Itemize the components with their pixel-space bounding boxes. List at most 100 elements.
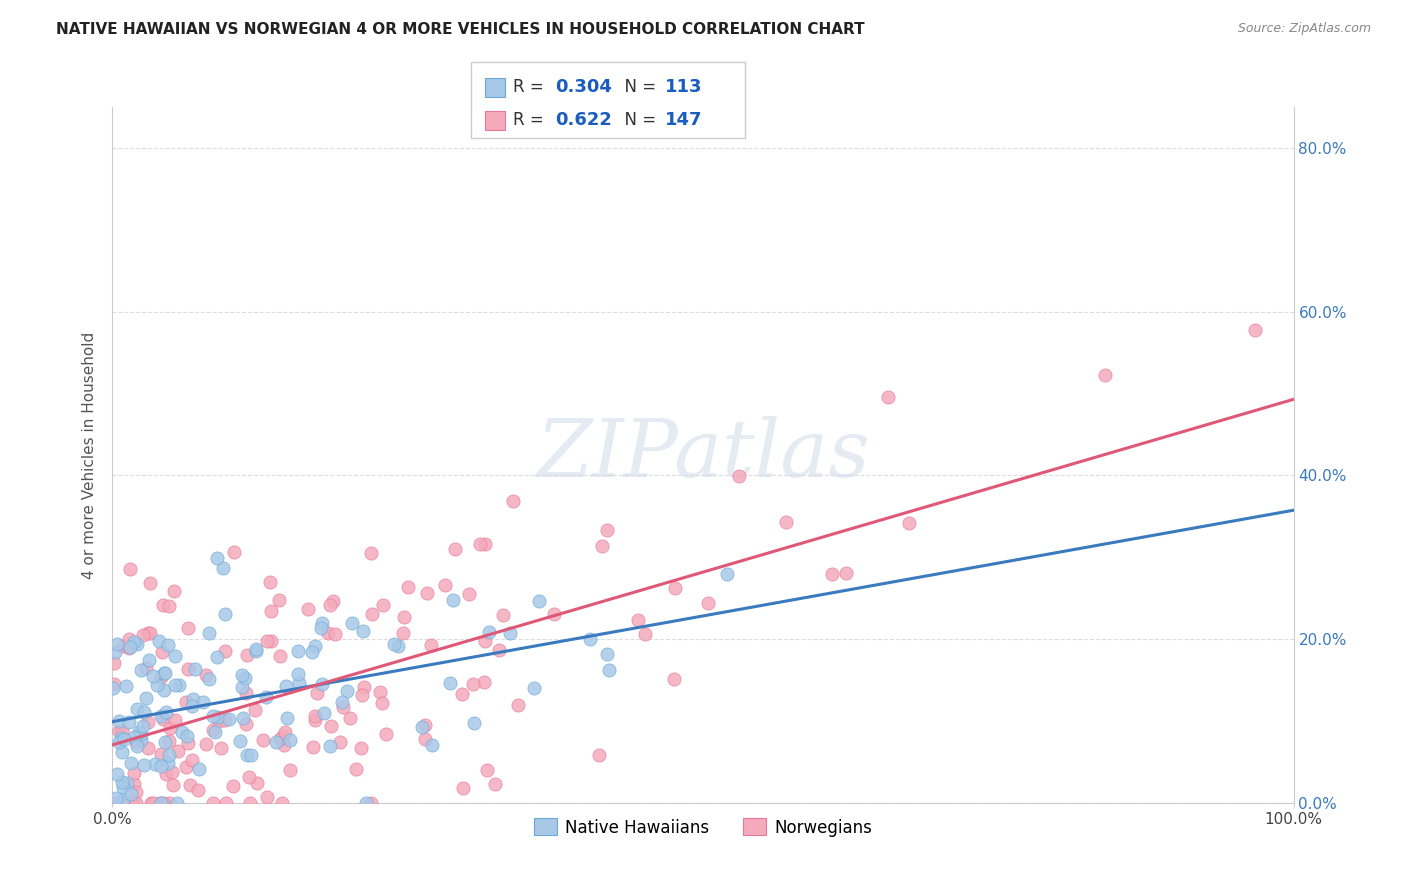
Point: [112, 792, 135, 806]
Point: [461, 677, 484, 691]
Point: [136, 740, 159, 755]
Point: [336, 683, 359, 698]
Point: [149, 796, 172, 810]
Text: N =: N =: [614, 78, 662, 96]
Point: [159, 748, 181, 763]
Point: [103, 681, 125, 695]
Point: [142, 669, 165, 683]
Point: [122, 776, 145, 790]
Point: [373, 598, 395, 612]
Point: [472, 674, 495, 689]
Point: [118, 796, 141, 810]
Point: [148, 634, 170, 648]
Point: [598, 664, 620, 678]
Point: [231, 668, 253, 682]
Point: [627, 614, 650, 628]
Point: [108, 714, 131, 728]
Point: [179, 778, 201, 792]
Point: [319, 599, 342, 613]
Point: [142, 796, 165, 810]
Point: [232, 711, 254, 725]
Point: [180, 699, 202, 714]
Point: [506, 698, 529, 713]
Point: [202, 796, 225, 810]
Point: [728, 469, 751, 483]
Point: [319, 739, 342, 754]
Point: [287, 643, 309, 657]
Point: [149, 759, 172, 773]
Point: [474, 634, 496, 648]
Point: [166, 744, 188, 758]
Point: [157, 638, 180, 652]
Point: [273, 738, 295, 752]
Point: [118, 562, 141, 576]
Point: [122, 635, 145, 649]
Point: [111, 745, 134, 759]
Point: [118, 640, 141, 655]
Point: [235, 717, 257, 731]
Point: [165, 713, 187, 727]
Point: [246, 775, 269, 789]
Point: [271, 729, 294, 743]
Text: 147: 147: [665, 112, 703, 129]
Point: [110, 731, 132, 745]
Text: 113: 113: [665, 78, 703, 96]
Point: [664, 582, 686, 596]
Point: [821, 567, 844, 582]
Point: [260, 633, 283, 648]
Point: [352, 624, 374, 638]
Point: [344, 762, 367, 776]
Point: [444, 541, 467, 556]
Point: [278, 764, 301, 778]
Point: [177, 621, 200, 635]
Point: [330, 695, 353, 709]
Point: [591, 539, 613, 553]
Point: [276, 711, 298, 725]
Point: [256, 789, 278, 804]
Point: [311, 677, 333, 691]
Point: [159, 722, 181, 736]
Point: [301, 645, 323, 659]
Point: [155, 734, 177, 748]
Point: [311, 621, 333, 635]
Point: [120, 756, 142, 771]
Point: [207, 709, 229, 723]
Point: [475, 763, 498, 777]
Point: [146, 678, 169, 692]
Point: [125, 637, 148, 651]
Point: [132, 719, 155, 733]
Text: NATIVE HAWAIIAN VS NORWEGIAN 4 OR MORE VEHICLES IN HOUSEHOLD CORRELATION CHART: NATIVE HAWAIIAN VS NORWEGIAN 4 OR MORE V…: [56, 22, 865, 37]
Point: [172, 725, 194, 739]
Point: [118, 632, 141, 646]
Point: [256, 634, 278, 648]
Point: [105, 791, 128, 805]
Point: [125, 702, 148, 716]
Point: [502, 494, 524, 508]
Point: [271, 796, 294, 810]
Point: [103, 676, 125, 690]
Point: [132, 705, 155, 719]
Point: [664, 672, 686, 686]
Point: [413, 732, 436, 747]
Point: [149, 670, 172, 684]
Point: [163, 584, 186, 599]
Point: [543, 607, 565, 621]
Point: [361, 607, 384, 622]
Point: [187, 782, 209, 797]
Point: [105, 767, 128, 781]
Point: [183, 661, 205, 675]
Point: [131, 663, 153, 677]
Point: [235, 686, 257, 700]
Point: [176, 730, 198, 744]
Point: [411, 720, 433, 734]
Point: [132, 628, 155, 642]
Point: [304, 714, 326, 728]
Point: [596, 647, 619, 661]
Point: [191, 695, 214, 709]
Point: [108, 735, 131, 749]
Point: [898, 516, 921, 530]
Point: [267, 593, 290, 607]
Point: [152, 712, 174, 726]
Point: [122, 766, 145, 780]
Point: [181, 692, 204, 706]
